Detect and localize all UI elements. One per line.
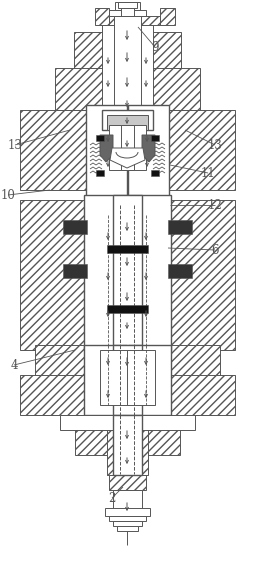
Text: 9: 9 — [151, 40, 158, 53]
Polygon shape — [100, 135, 113, 162]
Bar — [107, 195, 147, 350]
Text: 10: 10 — [1, 188, 15, 201]
Bar — [100, 350, 128, 405]
Bar — [125, 110, 234, 190]
Bar — [125, 345, 219, 415]
Bar — [105, 508, 149, 516]
Bar — [125, 375, 234, 415]
Bar — [119, 16, 135, 25]
Bar — [128, 195, 170, 350]
Bar — [113, 490, 141, 510]
Bar — [63, 220, 87, 234]
Text: 13: 13 — [207, 139, 221, 151]
Bar — [84, 195, 126, 350]
Bar — [108, 125, 146, 170]
Polygon shape — [141, 135, 154, 162]
Bar — [60, 415, 129, 430]
Polygon shape — [109, 148, 145, 168]
Bar — [150, 135, 158, 141]
Bar — [86, 105, 126, 205]
Bar — [114, 16, 140, 115]
Bar — [113, 415, 141, 475]
Bar — [128, 345, 170, 415]
Bar — [113, 521, 141, 526]
Bar — [118, 2, 136, 8]
Bar — [84, 345, 126, 415]
Bar — [148, 115, 168, 195]
Text: 13: 13 — [8, 139, 22, 151]
Bar — [107, 245, 147, 253]
Bar — [102, 25, 128, 120]
Bar — [96, 170, 104, 176]
Bar — [150, 215, 170, 345]
Bar — [128, 105, 168, 205]
Bar — [63, 264, 87, 278]
Text: 6: 6 — [210, 243, 218, 256]
Text: 4: 4 — [10, 358, 18, 371]
Bar — [150, 170, 158, 176]
Bar — [121, 125, 133, 170]
Bar — [117, 526, 137, 531]
Bar — [20, 110, 129, 190]
Bar — [75, 430, 129, 455]
Bar — [115, 2, 139, 10]
Bar — [167, 264, 191, 278]
Bar — [107, 345, 147, 415]
Bar — [108, 516, 146, 521]
Bar — [107, 415, 147, 475]
Bar — [113, 195, 141, 350]
Text: 11: 11 — [200, 167, 215, 180]
Text: 2: 2 — [108, 491, 115, 504]
Bar — [125, 32, 180, 94]
Bar — [20, 375, 129, 415]
Bar — [55, 68, 129, 110]
Polygon shape — [159, 8, 174, 25]
Bar — [86, 115, 106, 195]
Bar — [96, 135, 104, 141]
Polygon shape — [95, 8, 108, 25]
Bar — [35, 345, 129, 415]
Bar — [107, 16, 147, 115]
Bar — [102, 110, 152, 130]
Text: 12: 12 — [207, 199, 221, 211]
Bar — [125, 200, 234, 350]
Bar — [116, 490, 138, 505]
Polygon shape — [108, 16, 130, 25]
Bar — [84, 215, 104, 345]
Polygon shape — [130, 16, 159, 25]
Bar — [121, 8, 133, 16]
Bar — [125, 415, 194, 430]
Bar — [20, 200, 129, 350]
Bar — [126, 350, 154, 405]
Bar — [126, 25, 152, 120]
Bar — [107, 305, 147, 313]
Bar — [74, 32, 129, 94]
Bar — [125, 68, 199, 110]
Bar — [167, 220, 191, 234]
Bar — [113, 345, 141, 415]
Bar — [108, 475, 146, 490]
Bar — [125, 430, 179, 455]
Bar — [108, 10, 146, 16]
Bar — [107, 115, 147, 130]
